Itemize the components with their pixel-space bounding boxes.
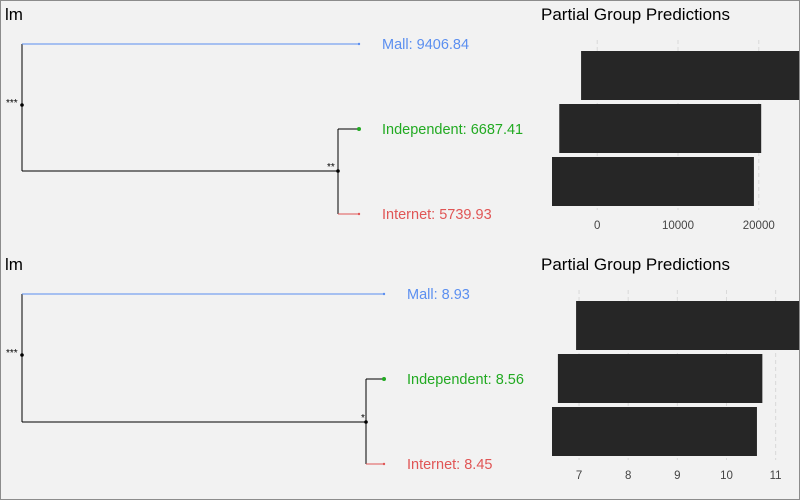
leaf-label-internet: Internet: 8.45 [407, 457, 492, 473]
bar-internet [552, 157, 754, 206]
leaf-label-independent: Independent: 8.56 [407, 372, 524, 388]
leaf-label-mall: Mall: 8.93 [407, 287, 470, 303]
x-tick-label: 9 [674, 470, 680, 482]
root-significance: *** [6, 98, 18, 109]
leaf-node-independent [357, 127, 361, 131]
inner-node [336, 169, 340, 173]
root-node [20, 103, 24, 107]
inner-significance: * [361, 413, 365, 424]
x-tick-label: 10000 [662, 220, 694, 232]
leaf-node-independent [382, 377, 386, 381]
leaf-node-mall [382, 292, 386, 296]
x-tick-label: 10 [720, 470, 733, 482]
leaf-label-mall: Mall: 9406.84 [382, 37, 469, 53]
group-predictions-top-title: Partial Group Predictions [541, 5, 730, 24]
leaf-node-internet [357, 212, 361, 216]
bar-independent [557, 354, 763, 403]
root-node [20, 353, 24, 357]
root-significance: *** [6, 348, 18, 359]
group-predictions-bottom-title: Partial Group Predictions [541, 255, 730, 274]
x-tick-label: 7 [576, 470, 582, 482]
bar-mall [581, 51, 799, 100]
x-tick-label: 8 [625, 470, 631, 482]
bar-independent [559, 104, 762, 153]
dendrogram-bottom-title: lm [5, 255, 23, 274]
leaf-label-internet: Internet: 5739.93 [382, 207, 492, 223]
bar-internet [552, 407, 757, 456]
leaf-node-internet [382, 462, 386, 466]
inner-node [364, 420, 368, 424]
dendrogram-top-title: lm [5, 5, 23, 24]
x-tick-label: 20000 [743, 220, 775, 232]
group-predictions-top: Partial Group Predictions 0 10000 20000 [541, 5, 799, 232]
leaf-label-independent: Independent: 6687.41 [382, 122, 523, 138]
x-tick-label: 0 [594, 220, 600, 232]
bar-mall [576, 301, 799, 350]
group-predictions-bottom: Partial Group Predictions 7 8 9 10 11 [541, 255, 799, 482]
x-tick-label: 11 [770, 470, 782, 482]
inner-significance: ** [327, 162, 335, 173]
leaf-node-mall [357, 42, 361, 46]
